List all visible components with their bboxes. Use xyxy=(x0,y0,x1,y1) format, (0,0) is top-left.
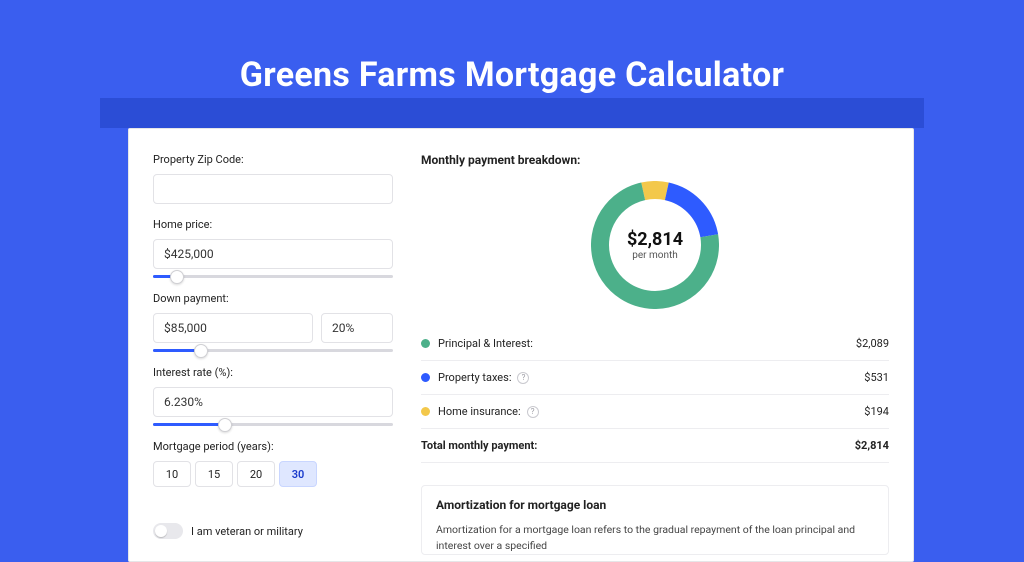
period-option[interactable]: 10 xyxy=(153,461,191,487)
legend-amount: $194 xyxy=(864,405,889,418)
home-price-label: Home price: xyxy=(153,218,393,231)
info-icon[interactable]: ? xyxy=(517,372,529,384)
legend-dot xyxy=(421,373,430,382)
legend: Principal & Interest: $2,089 Property taxe… xyxy=(421,327,889,463)
veteran-row: I am veteran or military xyxy=(153,523,393,539)
legend-total-label: Total monthly payment: xyxy=(421,439,537,452)
interest-rate-slider[interactable] xyxy=(153,423,393,426)
legend-dot xyxy=(421,339,430,348)
interest-rate-label: Interest rate (%): xyxy=(153,366,393,379)
period-option[interactable]: 15 xyxy=(195,461,233,487)
legend-dot xyxy=(421,407,430,416)
header-band xyxy=(100,98,924,128)
amortization-body: Amortization for a mortgage loan refers … xyxy=(436,522,874,554)
period-option[interactable]: 20 xyxy=(237,461,275,487)
info-icon[interactable]: ? xyxy=(527,406,539,418)
legend-amount: $2,089 xyxy=(856,337,889,350)
group-zip: Property Zip Code: xyxy=(153,153,393,204)
period-label: Mortgage period (years): xyxy=(153,440,393,453)
down-payment-slider-thumb[interactable] xyxy=(194,344,208,358)
group-interest-rate: Interest rate (%): xyxy=(153,366,393,426)
inputs-panel: Property Zip Code: Home price: Down paym… xyxy=(153,153,393,561)
breakdown-panel: Monthly payment breakdown: $2,814 per mo… xyxy=(421,153,889,561)
interest-rate-input[interactable] xyxy=(153,387,393,417)
donut-wrap: $2,814 per month xyxy=(421,181,889,309)
veteran-label: I am veteran or military xyxy=(191,525,303,538)
legend-label: Property taxes: xyxy=(438,371,511,384)
legend-item: Home insurance:? $194 xyxy=(421,394,889,428)
zip-input[interactable] xyxy=(153,174,393,204)
down-payment-pct-input[interactable] xyxy=(321,313,393,343)
donut-chart xyxy=(591,181,719,309)
down-payment-slider[interactable] xyxy=(153,349,393,352)
home-price-input[interactable] xyxy=(153,239,393,269)
legend-label: Home insurance: xyxy=(438,405,521,418)
legend-item: Principal & Interest: $2,089 xyxy=(421,327,889,360)
down-payment-amount-input[interactable] xyxy=(153,313,313,343)
page-title: Greens Farms Mortgage Calculator xyxy=(0,0,1024,95)
amortization-title: Amortization for mortgage loan xyxy=(436,498,874,512)
interest-rate-slider-thumb[interactable] xyxy=(218,418,232,432)
calculator-card: Property Zip Code: Home price: Down paym… xyxy=(128,128,914,562)
period-option[interactable]: 30 xyxy=(279,461,317,487)
group-period: Mortgage period (years): 10152030 xyxy=(153,440,393,487)
zip-label: Property Zip Code: xyxy=(153,153,393,166)
home-price-slider-thumb[interactable] xyxy=(170,270,184,284)
home-price-slider[interactable] xyxy=(153,275,393,278)
amortization-card: Amortization for mortgage loan Amortizat… xyxy=(421,485,889,555)
group-down-payment: Down payment: xyxy=(153,292,393,352)
legend-item: Property taxes:? $531 xyxy=(421,360,889,394)
legend-total-amount: $2,814 xyxy=(855,439,889,452)
legend-total: Total monthly payment: $2,814 xyxy=(421,428,889,462)
breakdown-title: Monthly payment breakdown: xyxy=(421,153,889,167)
down-payment-label: Down payment: xyxy=(153,292,393,305)
group-home-price: Home price: xyxy=(153,218,393,278)
veteran-toggle[interactable] xyxy=(153,523,183,539)
legend-amount: $531 xyxy=(864,371,889,384)
legend-label: Principal & Interest: xyxy=(438,337,533,350)
